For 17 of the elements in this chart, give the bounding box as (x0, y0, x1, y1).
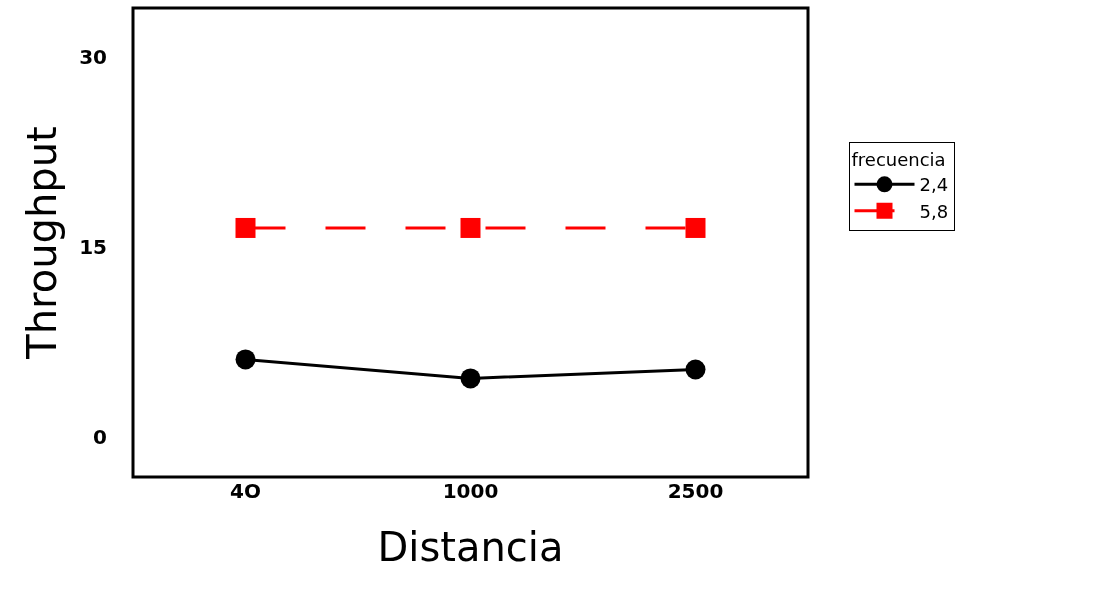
x-tick-label: 4O (230, 479, 261, 503)
y-axis-title: Throughput (18, 126, 65, 360)
y-tick-label: 30 (79, 45, 107, 70)
x-tick-label: 2500 (667, 479, 724, 503)
point (460, 217, 481, 238)
y-tick-label: 0 (93, 424, 107, 449)
point (685, 359, 706, 380)
x-axis-title: Distancia (377, 523, 564, 570)
legend-title: frecuencia (851, 149, 946, 171)
point (460, 368, 481, 389)
point (235, 217, 256, 238)
legend-label: 2,4 (919, 174, 949, 196)
x-tick-label: 1000 (442, 479, 499, 503)
point (235, 349, 256, 370)
legend-label: 5,8 (919, 200, 949, 222)
y-tick-label: 15 (79, 234, 107, 259)
point (685, 217, 706, 238)
